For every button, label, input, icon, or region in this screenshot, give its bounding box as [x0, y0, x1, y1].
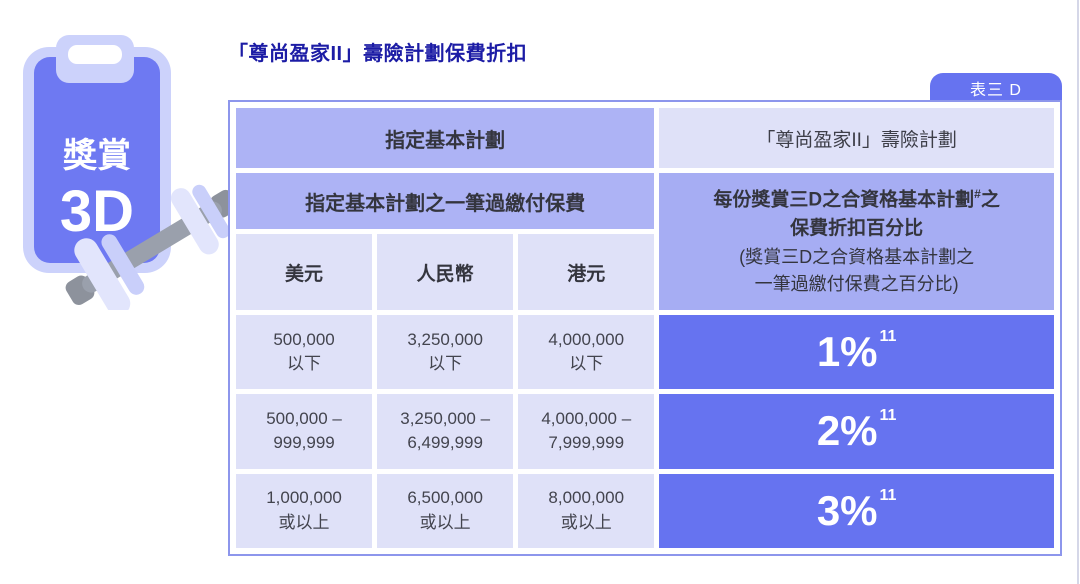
header-currency-usd-text: 美元 [285, 263, 324, 285]
hkd-value: 4,000,000 [548, 329, 625, 349]
usd-qualifier: 以下 [287, 354, 322, 374]
table-tab-text: 表三 D [969, 81, 1022, 99]
table-row-3-hkd: 8,000,000 或以上 [518, 473, 655, 548]
rmb-value: 6,500,000 [407, 488, 483, 508]
header-discount-note-line2: 一筆過繳付保費之百分比) [754, 273, 959, 294]
footnote-marker-11: 11 [879, 407, 897, 425]
hkd-value: 8,000,000 [548, 488, 625, 508]
rmb-qualifier: 以下 [428, 354, 463, 374]
reward-3d-badge: 獎賞 3D [10, 35, 245, 316]
header-designated-basic-plan-text: 指定基本計劃 [385, 129, 506, 152]
table-tab-label: 表三 D [930, 73, 1062, 102]
table-row-1-hkd: 4,000,000 以下 [518, 315, 655, 390]
table-row-3-rmb: 6,500,000 或以上 [377, 473, 514, 548]
discount-percent: 2% [816, 407, 878, 455]
header-discount-line1-text: 每份獎賞三D之合資格基本計劃 [713, 189, 975, 211]
header-single-premium: 指定基本計劃之一筆過繳付保費 [236, 173, 655, 229]
table-row-3-usd: 1,000,000 或以上 [236, 473, 373, 548]
table-row-1-usd: 500,000 以下 [236, 315, 373, 390]
badge-line2: 3D [60, 179, 134, 244]
badge-line1: 獎賞 [63, 137, 131, 175]
table-row-3-discount: 3% 11 [659, 473, 1054, 548]
dumbbell-icon [65, 184, 238, 316]
premium-discount-table: 指定基本計劃 「尊尚盈家II」壽險計劃 指定基本計劃之一筆過繳付保費 每份獎賞三… [228, 100, 1062, 556]
hkd-qualifier: 7,999,999 [548, 433, 625, 453]
table-grid: 指定基本計劃 「尊尚盈家II」壽險計劃 指定基本計劃之一筆過繳付保費 每份獎賞三… [236, 108, 1054, 548]
header-discount-percentage: 每份獎賞三D之合資格基本計劃#之 保費折扣百分比 (獎賞三D之合資格基本計劃之 … [659, 173, 1054, 310]
usd-qualifier: 999,999 [273, 433, 335, 453]
hkd-value: 4,000,000 – [541, 408, 632, 428]
footnote-marker-11: 11 [879, 328, 897, 346]
discount-value: 3% 11 [816, 486, 897, 534]
page-edge-divider [1077, 0, 1079, 584]
header-discount-line1-tail: 之 [980, 189, 1000, 211]
table-row-1-discount: 1% 11 [659, 315, 1054, 390]
usd-value: 1,000,000 [266, 488, 342, 508]
table-row-2-hkd: 4,000,000 – 7,999,999 [518, 394, 655, 469]
rmb-qualifier: 6,499,999 [407, 433, 483, 453]
usd-value: 500,000 [273, 329, 335, 349]
usd-qualifier: 或以上 [278, 512, 330, 532]
header-discount-bold-line2: 保費折扣百分比 [790, 218, 924, 240]
header-currency-hkd-text: 港元 [567, 263, 606, 285]
header-designated-basic-plan: 指定基本計劃 [236, 108, 655, 168]
discount-percent: 3% [816, 486, 878, 534]
hkd-qualifier: 以下 [569, 354, 604, 374]
page-title: 「尊尚盈家II」壽險計劃保費折扣 [228, 43, 528, 65]
rmb-value: 3,250,000 – [400, 408, 491, 428]
header-life-plan: 「尊尚盈家II」壽險計劃 [659, 108, 1054, 168]
rmb-value: 3,250,000 [407, 329, 483, 349]
discount-percent: 1% [816, 328, 878, 376]
footnote-marker-11: 11 [879, 486, 897, 504]
clipboard-dumbbell-icon: 獎賞 3D [23, 35, 238, 316]
rmb-qualifier: 或以上 [419, 512, 471, 532]
header-currency-hkd: 港元 [518, 234, 655, 310]
header-currency-usd: 美元 [236, 234, 373, 310]
table-row-1-rmb: 3,250,000 以下 [377, 315, 514, 390]
header-single-premium-text: 指定基本計劃之一筆過繳付保費 [305, 192, 586, 215]
discount-value: 2% 11 [816, 407, 897, 455]
header-discount-note-line1: (獎賞三D之合資格基本計劃之 [739, 246, 975, 267]
discount-value: 1% 11 [816, 328, 897, 376]
header-life-plan-text: 「尊尚盈家II」壽險計劃 [756, 129, 957, 151]
header-currency-rmb-text: 人民幣 [416, 263, 474, 285]
table-row-2-discount: 2% 11 [659, 394, 1054, 469]
header-currency-rmb: 人民幣 [377, 234, 514, 310]
header-discount-bold-line1: 每份獎賞三D之合資格基本計劃#之 [713, 185, 999, 215]
table-row-2-rmb: 3,250,000 – 6,499,999 [377, 394, 514, 469]
table-row-2-usd: 500,000 – 999,999 [236, 394, 373, 469]
hash-footnote-marker: # [974, 187, 981, 202]
hkd-qualifier: 或以上 [560, 512, 612, 532]
usd-value: 500,000 – [266, 408, 342, 428]
